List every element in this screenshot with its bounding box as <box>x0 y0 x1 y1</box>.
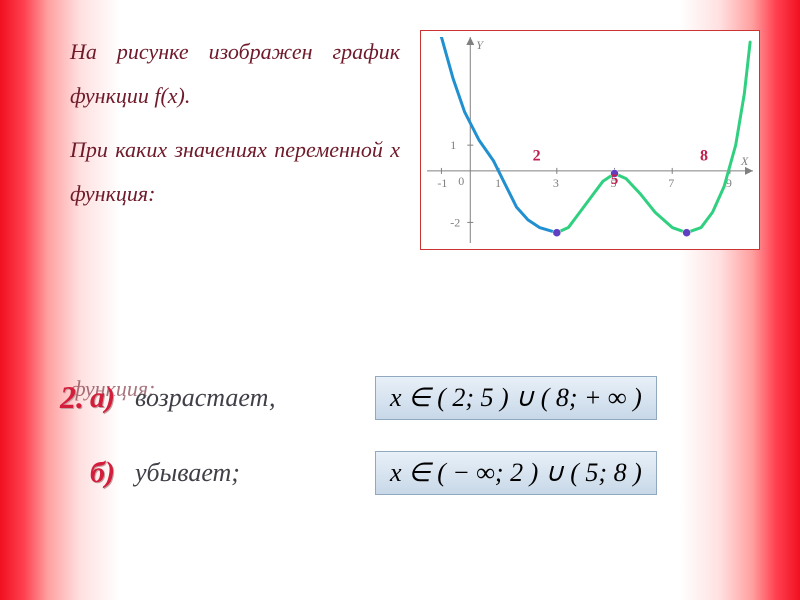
answer-b: x ∈ ( − ∞; 2 ) ∪ ( 5; 8 ) <box>375 451 657 495</box>
question-number: 2. <box>60 379 90 416</box>
answers-block: 2. а) возрастает, x ∈ ( 2; 5 ) ∪ ( 8; + … <box>60 370 740 520</box>
answer-a: x ∈ ( 2; 5 ) ∪ ( 8; + ∞ ) <box>375 376 657 420</box>
svg-text:-2: -2 <box>450 215 460 229</box>
part-desc-a: возрастает, <box>135 383 375 413</box>
answer-row-b: б) убывает; x ∈ ( − ∞; 2 ) ∪ ( 5; 8 ) <box>60 445 740 500</box>
problem-text-1: На рисунке изображен график функции f(x)… <box>70 30 400 118</box>
svg-text:3: 3 <box>553 176 559 190</box>
problem-text: На рисунке изображен график функции f(x)… <box>70 30 400 226</box>
svg-text:5: 5 <box>611 172 619 188</box>
svg-text:8: 8 <box>700 148 708 165</box>
answer-row-a: 2. а) возрастает, x ∈ ( 2; 5 ) ∪ ( 8; + … <box>60 370 740 425</box>
svg-text:1: 1 <box>450 138 456 152</box>
part-desc-b: убывает; <box>135 458 375 488</box>
svg-text:-1: -1 <box>437 176 447 190</box>
svg-text:Y: Y <box>476 38 484 52</box>
svg-text:1: 1 <box>495 176 501 190</box>
part-letter-a: а) <box>90 381 135 415</box>
part-letter-b: б) <box>90 456 135 490</box>
function-chart: XY0-1135791-2258 <box>420 30 760 250</box>
svg-text:0: 0 <box>458 174 464 188</box>
svg-text:2: 2 <box>533 148 541 165</box>
svg-text:X: X <box>740 154 749 168</box>
svg-text:7: 7 <box>668 176 674 190</box>
chart-svg: XY0-1135791-2258 <box>427 37 753 243</box>
problem-text-2: При каких значениях переменной x функция… <box>70 128 400 216</box>
